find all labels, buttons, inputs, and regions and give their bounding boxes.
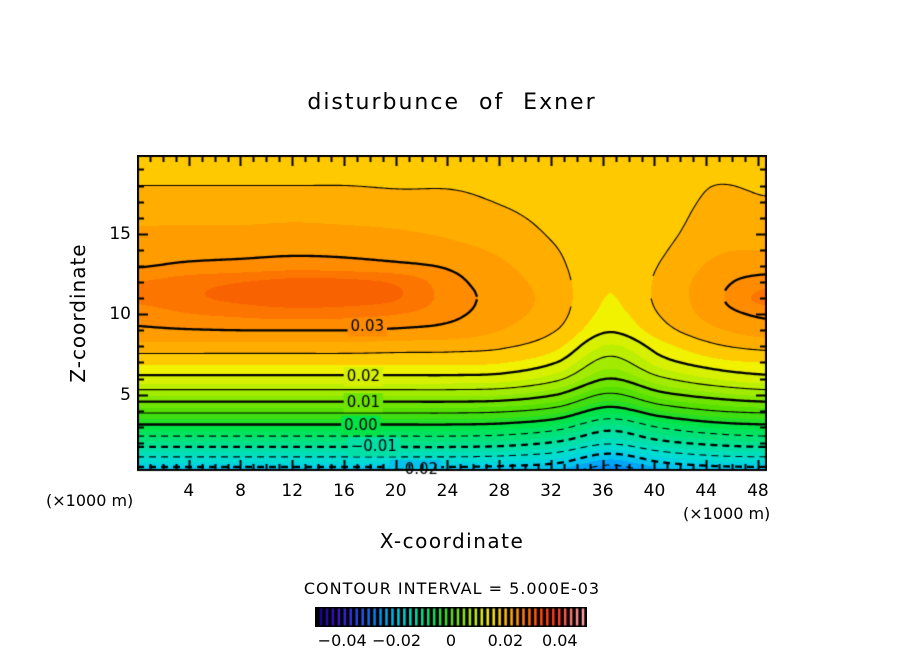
x-tick-label: 36: [591, 481, 614, 501]
x-tick-label: 16: [333, 481, 355, 501]
x-tick-label: 32: [540, 481, 562, 501]
plot-title: disturbunce of Exner: [307, 90, 597, 115]
x-tick-label: 20: [384, 481, 407, 501]
colorbar: [315, 607, 587, 627]
x-axis-unit-right: (×1000 m): [683, 504, 771, 523]
x-axis-label: X-coordinate: [379, 529, 525, 553]
colorbar-tick-label: 0: [445, 631, 457, 650]
x-tick-label: 8: [235, 481, 246, 501]
x-tick-label: 40: [643, 481, 666, 501]
x-tick-label: 4: [183, 481, 195, 501]
colorbar-tick-label: −0.02: [372, 631, 422, 650]
colorbar-tick-label: 0.02: [487, 631, 524, 650]
y-axis-label: Z-coordinate: [66, 243, 90, 383]
x-tick-label: 48: [747, 481, 769, 501]
x-tick-label: 28: [488, 481, 511, 501]
colorbar-tick-label: 0.04: [541, 631, 578, 650]
x-tick-label: 44: [695, 481, 718, 501]
colorbar-tick-label: −0.04: [317, 631, 367, 650]
x-tick-label: 12: [281, 481, 304, 501]
contour-plot-canvas: [137, 155, 767, 483]
x-tick-label: 24: [436, 481, 459, 501]
x-axis-unit-left: (×1000 m): [46, 491, 134, 510]
contour-interval-note: CONTOUR INTERVAL = 5.000E-03: [303, 579, 601, 598]
y-tick-label: 15: [109, 223, 131, 244]
y-tick-label: 10: [109, 304, 131, 325]
y-tick-label: 5: [120, 384, 131, 405]
